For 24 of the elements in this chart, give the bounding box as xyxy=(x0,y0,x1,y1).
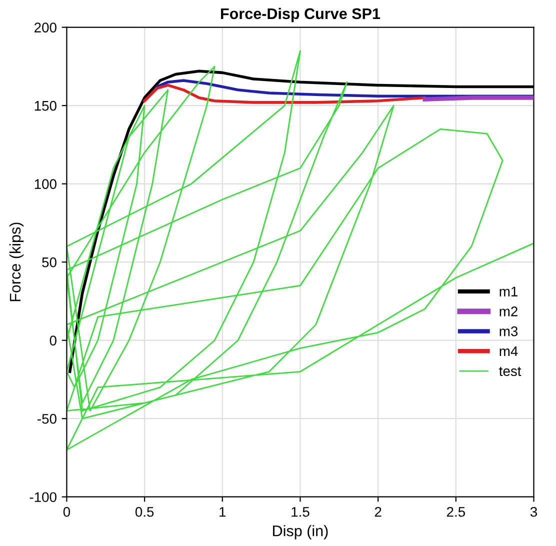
y-tick-label: 0 xyxy=(50,336,56,346)
legend-label: m2 xyxy=(500,306,518,316)
legend-label: test xyxy=(499,366,522,376)
y-tick-label: 100 xyxy=(34,179,56,189)
y-tick-label: 150 xyxy=(34,100,56,111)
legend-label: m1 xyxy=(500,286,518,296)
x-tick-label: 1.5 xyxy=(292,507,310,517)
y-axis-title: Force (kips) xyxy=(9,222,24,302)
legend-label: m3 xyxy=(500,326,518,336)
x-tick-label: 2 xyxy=(374,506,382,517)
x-tick-label: 1 xyxy=(220,507,226,517)
x-tick-label: 0.5 xyxy=(135,506,154,517)
line-series xyxy=(66,50,534,451)
y-tick-label: 50 xyxy=(42,257,56,268)
chart-title: Force-Disp Curve SP1 xyxy=(221,8,380,22)
x-tick-label: 2.5 xyxy=(446,506,465,517)
y-tick-label: -50 xyxy=(38,414,56,424)
legend-label: m4 xyxy=(500,346,518,356)
x-axis-title: Disp (in) xyxy=(273,525,328,540)
line-series xyxy=(143,84,426,104)
y-tick-label: -100 xyxy=(30,492,56,502)
y-tick-label: 200 xyxy=(34,22,56,32)
x-tick-label: 3 xyxy=(530,506,538,517)
x-tick-label: 0 xyxy=(63,506,70,517)
